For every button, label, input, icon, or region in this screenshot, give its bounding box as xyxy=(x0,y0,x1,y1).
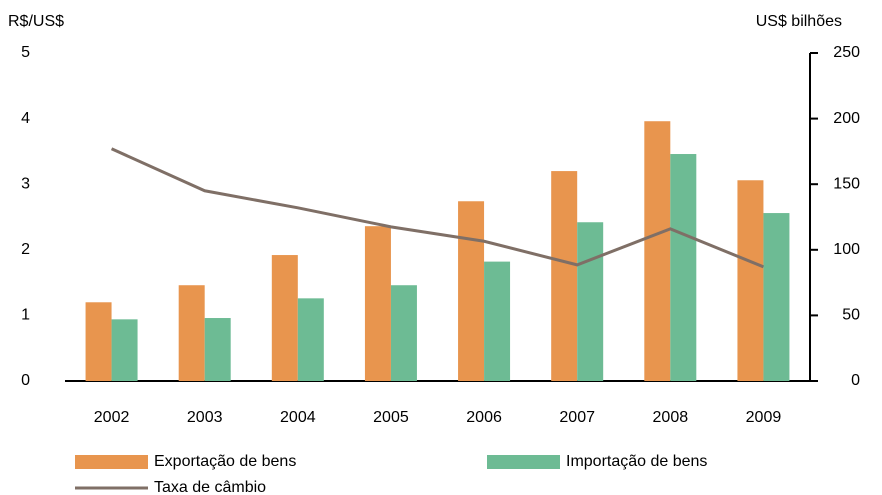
bar xyxy=(763,213,790,381)
legend-swatch xyxy=(487,455,560,469)
bar xyxy=(458,201,485,381)
y-tick-label: 3 xyxy=(21,175,30,192)
y2-axis-label: US$ bilhões xyxy=(756,13,842,30)
y2-tick-label: 250 xyxy=(833,44,860,61)
bar xyxy=(577,222,604,381)
bar xyxy=(204,318,231,381)
x-tick-label: 2008 xyxy=(653,409,689,426)
bar xyxy=(670,154,697,381)
y-tick-label: 4 xyxy=(21,110,30,127)
x-tick-label: 2005 xyxy=(373,409,409,426)
bar xyxy=(551,171,578,381)
y-axis-label: R$/US$ xyxy=(8,13,64,30)
x-tick-label: 2007 xyxy=(559,409,595,426)
bar xyxy=(111,319,138,381)
y2-tick-label: 200 xyxy=(833,110,860,127)
line xyxy=(110,147,765,269)
y2-tick-label: 100 xyxy=(833,241,860,258)
legend-label: Taxa de câmbio xyxy=(154,479,266,495)
x-tick-label: 2009 xyxy=(746,409,782,426)
legend-label: Importação de bens xyxy=(566,453,707,470)
bar xyxy=(85,302,112,381)
bar xyxy=(484,261,511,381)
bar xyxy=(390,285,417,381)
x-tick-label: 2003 xyxy=(187,409,223,426)
x-tick-label: 2004 xyxy=(280,409,316,426)
x-tick-label: 2006 xyxy=(466,409,502,426)
bar xyxy=(737,180,764,381)
bar xyxy=(178,285,205,381)
legend-swatch xyxy=(75,455,148,469)
bar xyxy=(644,121,671,381)
y2-tick-label: 150 xyxy=(833,175,860,192)
y2-tick-label: 50 xyxy=(842,307,860,324)
bar xyxy=(364,226,391,381)
y-tick-label: 0 xyxy=(21,372,30,389)
y-tick-label: 5 xyxy=(21,44,30,61)
y-tick-label: 1 xyxy=(21,307,30,324)
bar xyxy=(297,298,324,381)
legend-label: Exportação de bens xyxy=(154,453,296,470)
bar xyxy=(271,255,298,381)
x-tick-label: 2002 xyxy=(94,409,130,426)
y2-tick-label: 0 xyxy=(851,372,860,389)
y-tick-label: 2 xyxy=(21,241,30,258)
